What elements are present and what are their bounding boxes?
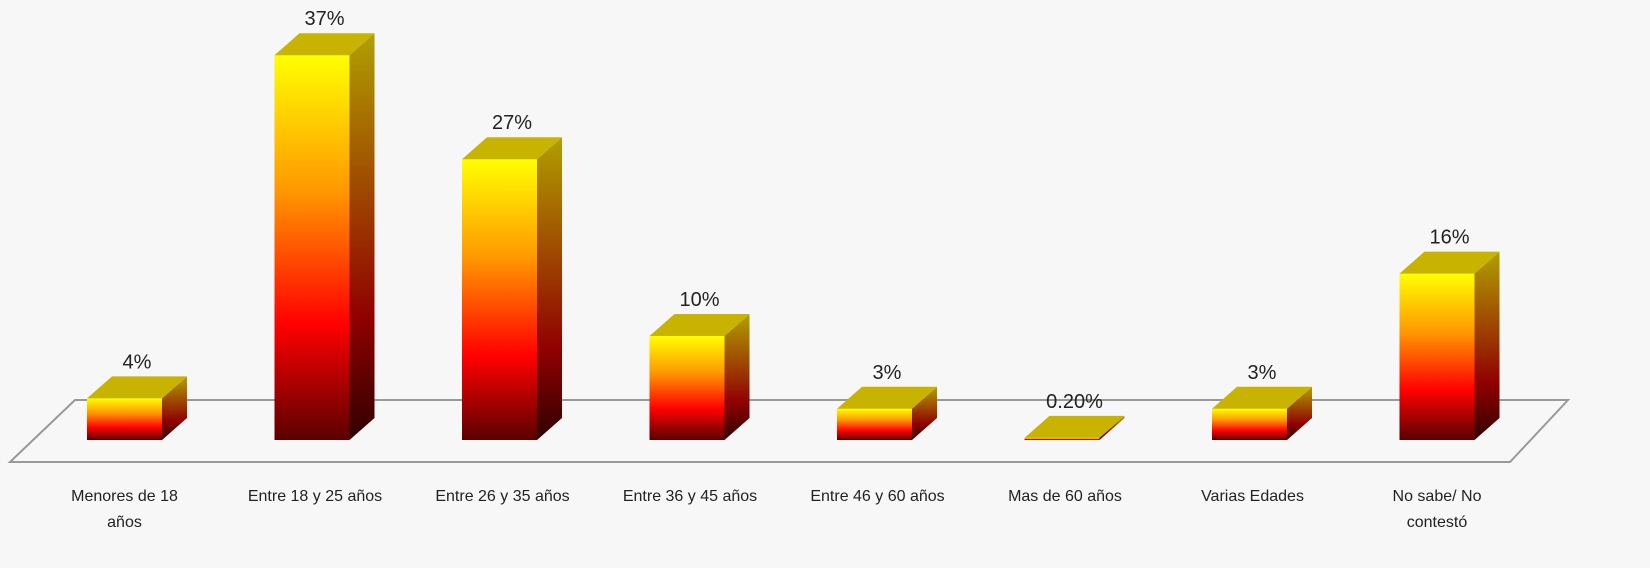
x-tick-label: No sabe/ No contestó — [1392, 488, 1482, 531]
bar-front — [87, 398, 162, 440]
bar — [649, 314, 750, 440]
bar-front — [1024, 437, 1100, 440]
bar-side — [162, 376, 187, 440]
floor — [7, 399, 1571, 463]
value-label: 3% — [1248, 362, 1277, 384]
bar — [274, 33, 375, 440]
bar-top — [837, 386, 937, 409]
bar-side — [724, 314, 750, 440]
bar-side — [1287, 386, 1312, 440]
bar-top — [87, 376, 187, 399]
bar-side — [912, 386, 937, 440]
bar-top — [1024, 415, 1125, 438]
x-tick-label: Entre 26 y 35 años — [435, 488, 570, 505]
x-tick-label: Varias Edades — [1201, 488, 1304, 505]
value-label: 16% — [1429, 227, 1469, 249]
bar — [837, 386, 937, 440]
value-label: 4% — [123, 351, 152, 373]
bar-front — [274, 55, 350, 440]
bar-side — [1474, 251, 1500, 440]
bar-top — [462, 137, 562, 160]
x-tick-label: Menores de 18 años — [71, 488, 178, 531]
bar-side — [537, 137, 562, 440]
bar-front — [1212, 408, 1287, 440]
value-label: 0.20% — [1046, 391, 1103, 413]
bar-top — [274, 33, 375, 56]
x-tick-label: Entre 46 y 60 años — [810, 488, 945, 505]
bar-front — [837, 408, 912, 440]
bar-side — [1099, 415, 1125, 440]
bar — [1212, 386, 1312, 440]
bar — [1399, 251, 1500, 440]
bar-front — [462, 159, 537, 440]
bar-side — [349, 33, 375, 440]
x-tick-label: Entre 36 y 45 años — [622, 488, 758, 505]
value-label: 3% — [873, 362, 902, 384]
bar — [1024, 415, 1125, 440]
bar-top — [649, 314, 750, 336]
value-label: 27% — [492, 112, 532, 134]
bar-front — [1399, 273, 1475, 440]
value-label: 37% — [304, 8, 344, 30]
bar — [87, 376, 187, 440]
x-tick-label: Entre 18 y 25 años — [247, 488, 383, 505]
bar — [462, 137, 562, 440]
bar-top — [1399, 251, 1500, 274]
bar-top — [1212, 386, 1312, 409]
bar-front — [649, 336, 725, 440]
x-tick-label: Mas de 60 años — [1008, 488, 1122, 505]
value-label: 10% — [679, 289, 719, 311]
